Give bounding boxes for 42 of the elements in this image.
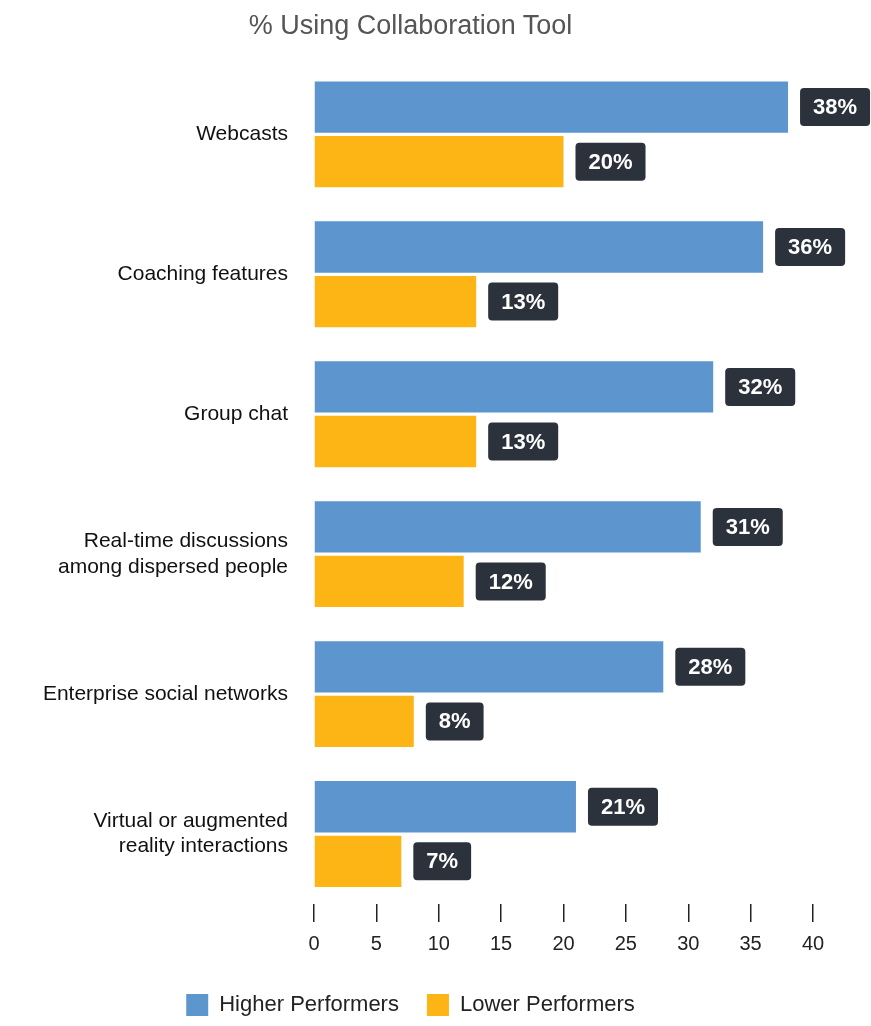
bar [314,275,477,328]
x-tick-label: 40 [801,931,825,954]
x-tick-label: 30 [677,931,700,954]
data-label: 28% [688,653,733,679]
data-label: 12% [488,568,533,594]
data-label: 36% [788,234,833,260]
bar [314,361,714,413]
data-label: 13% [501,288,546,314]
bar [314,221,764,273]
y-tick-label: Real-time discussions among dispersed people [58,528,288,577]
bar [314,835,402,887]
chart-title: % Using Collaboration Tool [248,9,573,40]
data-label: 31% [725,513,770,539]
y-tick-label: Group chat [184,401,289,425]
bar [314,501,701,553]
x-tick-label: 35 [739,931,762,954]
data-label: 32% [738,374,783,400]
bar [314,695,414,748]
legend-label: Higher Performers [219,991,399,1017]
bar [314,555,464,608]
bar [314,781,576,833]
x-tick-label: 5 [370,931,382,954]
y-tick-label: Webcasts [196,121,288,145]
x-tick-label: 25 [614,931,637,954]
bar [314,81,789,133]
y-tick-label: Enterprise social networks [42,680,288,704]
y-tick-label: Virtual or augmented reality interactions [93,808,288,857]
data-label: 8% [438,708,471,734]
data-label: 20% [588,148,633,174]
x-tick-label: 15 [490,931,513,954]
bar [314,136,564,188]
bar [314,641,664,693]
bar [314,415,477,468]
data-label: 38% [813,94,858,120]
y-tick-label: Coaching features [117,261,288,285]
legend-label: Lower Performers [459,991,635,1017]
data-label: 13% [501,428,546,454]
x-tick-label: 10 [427,931,450,954]
data-label: 21% [600,793,646,819]
x-tick-label: 20 [552,931,575,954]
data-label: 7% [426,848,459,874]
x-tick-label: 0 [308,931,320,954]
